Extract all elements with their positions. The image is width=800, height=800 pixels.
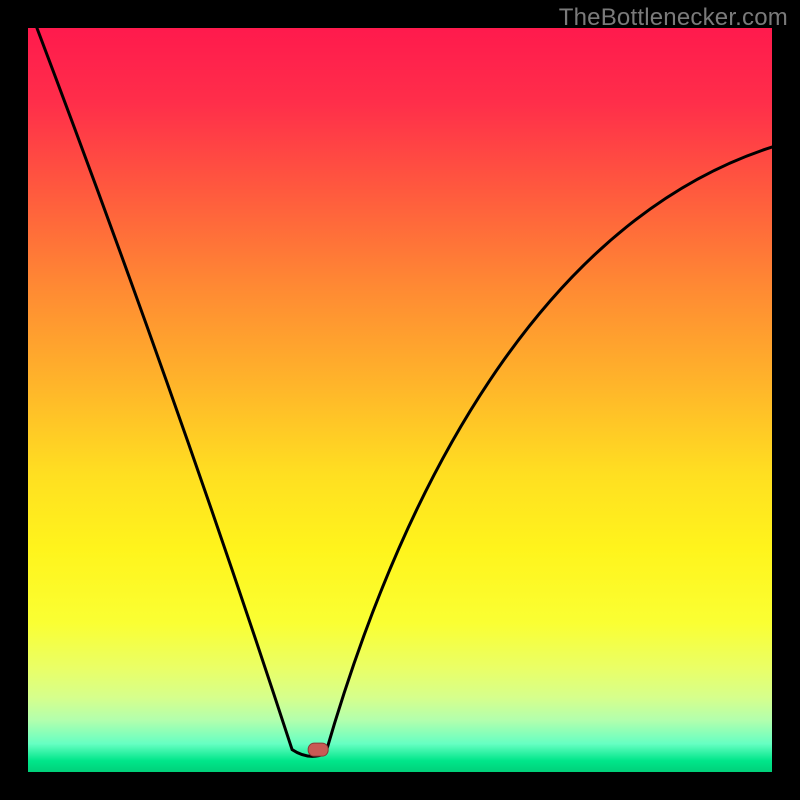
plot-svg (28, 28, 772, 772)
optimum-marker (308, 743, 328, 756)
chart-frame: TheBottlenecker.com (0, 0, 800, 800)
gradient-background (28, 28, 772, 772)
plot-area (28, 28, 772, 772)
